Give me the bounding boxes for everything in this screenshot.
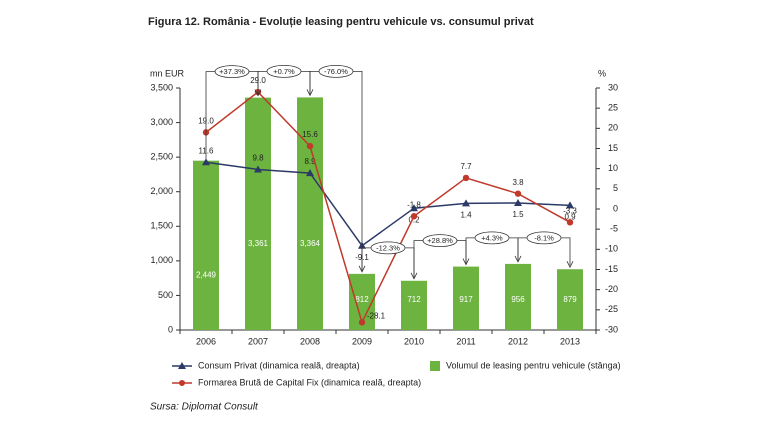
y2-tick-label: -20 bbox=[605, 284, 618, 294]
bar bbox=[505, 263, 531, 330]
y-tick-label: 3,000 bbox=[150, 117, 173, 127]
x-tick-label: 2010 bbox=[404, 336, 424, 346]
data-label: -1.8 bbox=[407, 200, 421, 209]
bar-value-label: 879 bbox=[563, 295, 577, 304]
bar bbox=[245, 97, 271, 330]
legend-label: Formarea Brută de Capital Fix (dinamica … bbox=[198, 377, 421, 387]
marker bbox=[306, 169, 314, 177]
bar-value-label: 3,361 bbox=[248, 239, 269, 248]
marker bbox=[514, 198, 522, 206]
annotation: +28.8% bbox=[427, 236, 453, 245]
data-label: 1.4 bbox=[460, 210, 472, 219]
annotation: +0.7% bbox=[273, 67, 295, 76]
bar-value-label: 2,449 bbox=[196, 270, 217, 279]
marker bbox=[254, 165, 262, 173]
data-label: -28.1 bbox=[367, 311, 386, 320]
bar bbox=[193, 160, 219, 330]
x-tick-label: 2007 bbox=[248, 336, 268, 346]
marker bbox=[306, 142, 314, 150]
bar-value-label: 917 bbox=[459, 295, 473, 304]
x-tick-label: 2008 bbox=[300, 336, 320, 346]
y2-tick-label: 20 bbox=[608, 123, 618, 133]
data-label: -3.3 bbox=[563, 206, 577, 215]
legend-marker bbox=[179, 380, 185, 386]
marker bbox=[358, 319, 366, 326]
y-tick-label: 500 bbox=[158, 290, 173, 300]
annotation-arrow bbox=[254, 89, 262, 97]
chart-title: Figura 12. România - Evoluție leasing pe… bbox=[148, 16, 534, 28]
source: Sursa: Diplomat Consult bbox=[150, 402, 259, 413]
y2-tick-label: 10 bbox=[608, 163, 618, 173]
bar bbox=[453, 266, 479, 330]
y-axis-label: mn EUR bbox=[150, 68, 185, 78]
annotation-oval bbox=[318, 65, 354, 78]
legend-label: Consum Privat (dinamica reală, dreapta) bbox=[198, 360, 360, 370]
data-label: 15.6 bbox=[302, 130, 318, 139]
x-tick-label: 2012 bbox=[508, 336, 528, 346]
marker bbox=[462, 174, 470, 182]
line bbox=[205, 161, 571, 247]
annotation-oval bbox=[526, 231, 562, 245]
annotation-oval bbox=[474, 231, 510, 245]
legend-marker bbox=[178, 362, 186, 369]
y2-tick-label: -30 bbox=[605, 324, 618, 334]
bar-value-label: 712 bbox=[407, 295, 421, 304]
marker bbox=[410, 213, 418, 220]
bar-value-label: 812 bbox=[355, 295, 369, 304]
data-label: 3.8 bbox=[512, 178, 524, 187]
annotation: -76.0% bbox=[324, 67, 348, 76]
y2-tick-label: 25 bbox=[608, 103, 618, 113]
y-tick-label: 2,500 bbox=[150, 152, 173, 162]
y2-tick-label: -10 bbox=[605, 244, 618, 254]
y-tick-label: 0 bbox=[168, 324, 173, 334]
annotation: -12.3% bbox=[376, 243, 400, 252]
annotation-oval bbox=[370, 241, 406, 255]
y2-tick-label: -5 bbox=[610, 224, 618, 234]
annotation-oval bbox=[214, 65, 250, 79]
x-tick-label: 2013 bbox=[560, 336, 580, 346]
data-label: 1.5 bbox=[512, 210, 524, 219]
annotation-arrow bbox=[566, 261, 574, 269]
y2-tick-label: 30 bbox=[608, 82, 618, 92]
x-tick-label: 2011 bbox=[456, 336, 475, 346]
marker bbox=[566, 219, 574, 226]
data-label: 8.9 bbox=[304, 157, 316, 166]
x-tick-label: 2006 bbox=[196, 336, 216, 346]
annotation: -8.1% bbox=[534, 233, 554, 242]
legend-swatch bbox=[430, 361, 440, 371]
marker bbox=[462, 199, 470, 207]
marker bbox=[202, 158, 210, 166]
y-tick-label: 1,500 bbox=[150, 221, 173, 231]
y-tick-label: 2,000 bbox=[150, 186, 173, 196]
annotation: +37.3% bbox=[219, 67, 245, 76]
y-tick-label: 1,000 bbox=[150, 255, 173, 265]
y2-tick-label: -25 bbox=[605, 304, 618, 314]
data-label: 0.9 bbox=[564, 212, 576, 221]
bar-value-label: 956 bbox=[511, 295, 525, 304]
x-tick-label: 2009 bbox=[352, 336, 372, 346]
marker bbox=[566, 201, 574, 209]
annotation-oval bbox=[266, 65, 302, 78]
bar bbox=[401, 280, 427, 330]
data-label: 0.2 bbox=[408, 215, 420, 224]
data-label: 9.8 bbox=[252, 154, 264, 163]
y-tick-label: 3,500 bbox=[150, 82, 173, 92]
y2-tick-label: 0 bbox=[613, 203, 618, 213]
y2-tick-label: 15 bbox=[608, 143, 618, 153]
bar bbox=[557, 269, 583, 330]
line bbox=[205, 91, 571, 325]
y2-tick-label: 5 bbox=[613, 183, 618, 193]
annotation-oval bbox=[422, 234, 458, 247]
marker bbox=[514, 190, 522, 197]
y2-tick-label: -15 bbox=[605, 264, 618, 274]
data-label: 7.7 bbox=[460, 162, 472, 171]
legend-label: Volumul de leasing pentru vehicule (stân… bbox=[446, 360, 621, 370]
bar-value-label: 3,364 bbox=[300, 239, 321, 248]
marker bbox=[410, 204, 418, 212]
y2-axis-label: % bbox=[598, 68, 606, 78]
annotation: +4.3% bbox=[481, 233, 503, 242]
